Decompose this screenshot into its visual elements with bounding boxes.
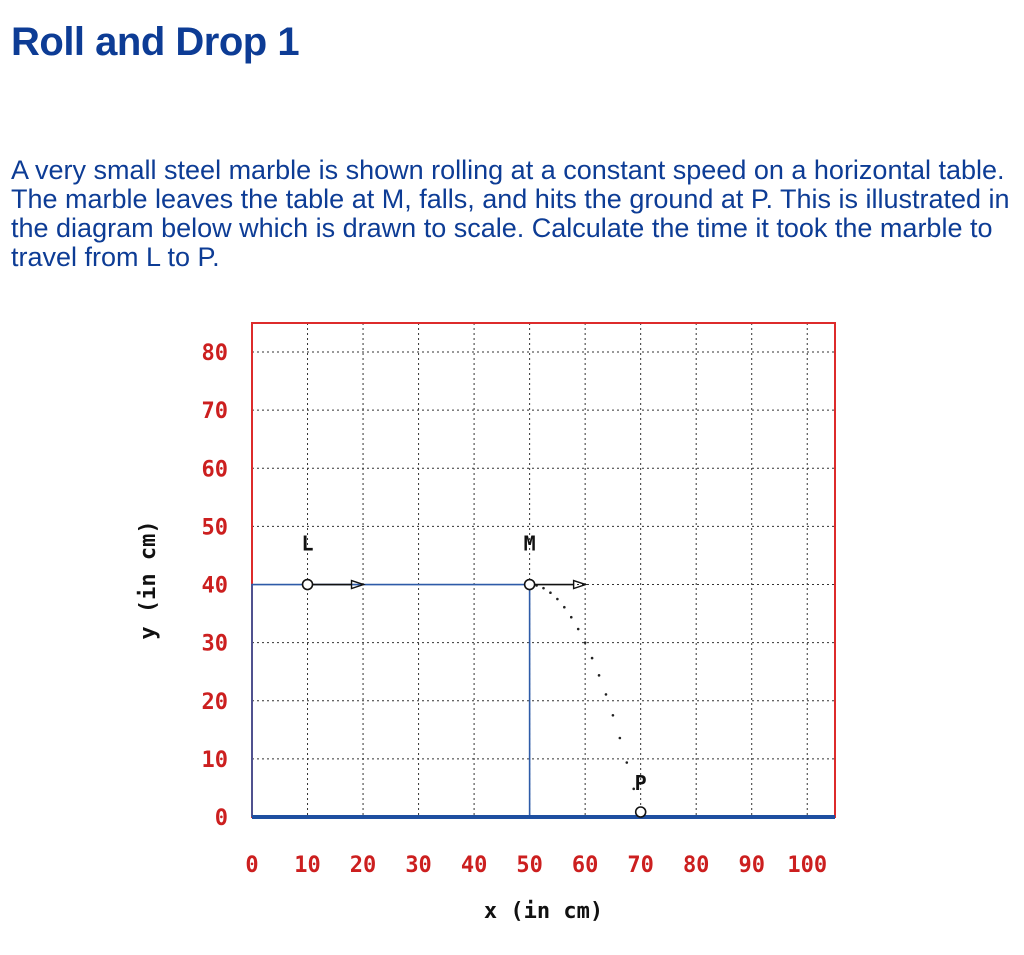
point-label-l: L bbox=[302, 532, 314, 556]
x-tick-labels: 0 10 20 30 40 50 60 70 80 90 100 bbox=[245, 853, 827, 878]
y-tick-70: 70 bbox=[202, 399, 229, 424]
point-l: L bbox=[301, 532, 366, 591]
y-tick-10: 10 bbox=[202, 748, 229, 773]
y-tick-30: 30 bbox=[202, 632, 229, 657]
table-outline bbox=[251, 583, 531, 817]
y-axis-label: y (in cm) bbox=[136, 520, 161, 639]
x-tick-20: 20 bbox=[350, 853, 377, 878]
point-label-p: P bbox=[635, 771, 647, 795]
page-title: Roll and Drop 1 bbox=[11, 20, 300, 64]
arrow-head-icon bbox=[572, 579, 588, 590]
y-tick-0: 0 bbox=[215, 806, 228, 831]
trajectory-dot bbox=[549, 591, 552, 595]
y-tick-40: 40 bbox=[202, 574, 229, 599]
trajectory-dots bbox=[535, 584, 636, 791]
trajectory-dot bbox=[632, 787, 636, 791]
question-text: A very small steel marble is shown rolli… bbox=[11, 155, 1010, 272]
x-tick-50: 50 bbox=[516, 853, 543, 878]
marble-l bbox=[301, 578, 314, 591]
x-tick-100: 100 bbox=[787, 853, 827, 878]
trajectory-dot bbox=[583, 641, 587, 644]
trajectory-dot bbox=[542, 586, 545, 590]
trajectory-dot bbox=[590, 656, 594, 660]
trajectory-dot bbox=[576, 627, 580, 631]
marble-p bbox=[634, 806, 647, 818]
trajectory-dot bbox=[597, 674, 601, 677]
trajectory-dot bbox=[625, 761, 629, 764]
marble-m bbox=[523, 578, 536, 591]
x-axis-label: x (in cm) bbox=[484, 899, 603, 924]
y-tick-labels: 0 10 20 30 40 50 60 70 80 bbox=[202, 341, 229, 831]
x-tick-0: 0 bbox=[245, 853, 258, 878]
point-label-m: M bbox=[524, 532, 536, 556]
x-tick-30: 30 bbox=[405, 853, 432, 878]
trajectory-dot bbox=[604, 693, 608, 696]
x-tick-10: 10 bbox=[294, 853, 321, 878]
x-tick-40: 40 bbox=[461, 853, 488, 878]
y-tick-80: 80 bbox=[202, 341, 229, 366]
trajectory-dot bbox=[611, 713, 615, 717]
grid-lines bbox=[252, 323, 835, 817]
trajectory-dot bbox=[563, 605, 566, 609]
arrow-head-icon bbox=[350, 579, 366, 590]
y-tick-50: 50 bbox=[202, 515, 229, 540]
point-m: M bbox=[523, 532, 588, 591]
marble-points: L M P bbox=[301, 532, 647, 818]
trajectory-dot bbox=[569, 615, 573, 619]
x-tick-70: 70 bbox=[627, 853, 654, 878]
plot-frame bbox=[251, 322, 836, 818]
point-p: P bbox=[634, 771, 647, 818]
x-tick-80: 80 bbox=[683, 853, 710, 878]
trajectory-dot bbox=[556, 597, 559, 601]
y-tick-60: 60 bbox=[202, 457, 229, 482]
trajectory-dot bbox=[618, 736, 622, 740]
x-tick-90: 90 bbox=[738, 853, 765, 878]
x-tick-60: 60 bbox=[572, 853, 599, 878]
y-tick-20: 20 bbox=[202, 690, 229, 715]
